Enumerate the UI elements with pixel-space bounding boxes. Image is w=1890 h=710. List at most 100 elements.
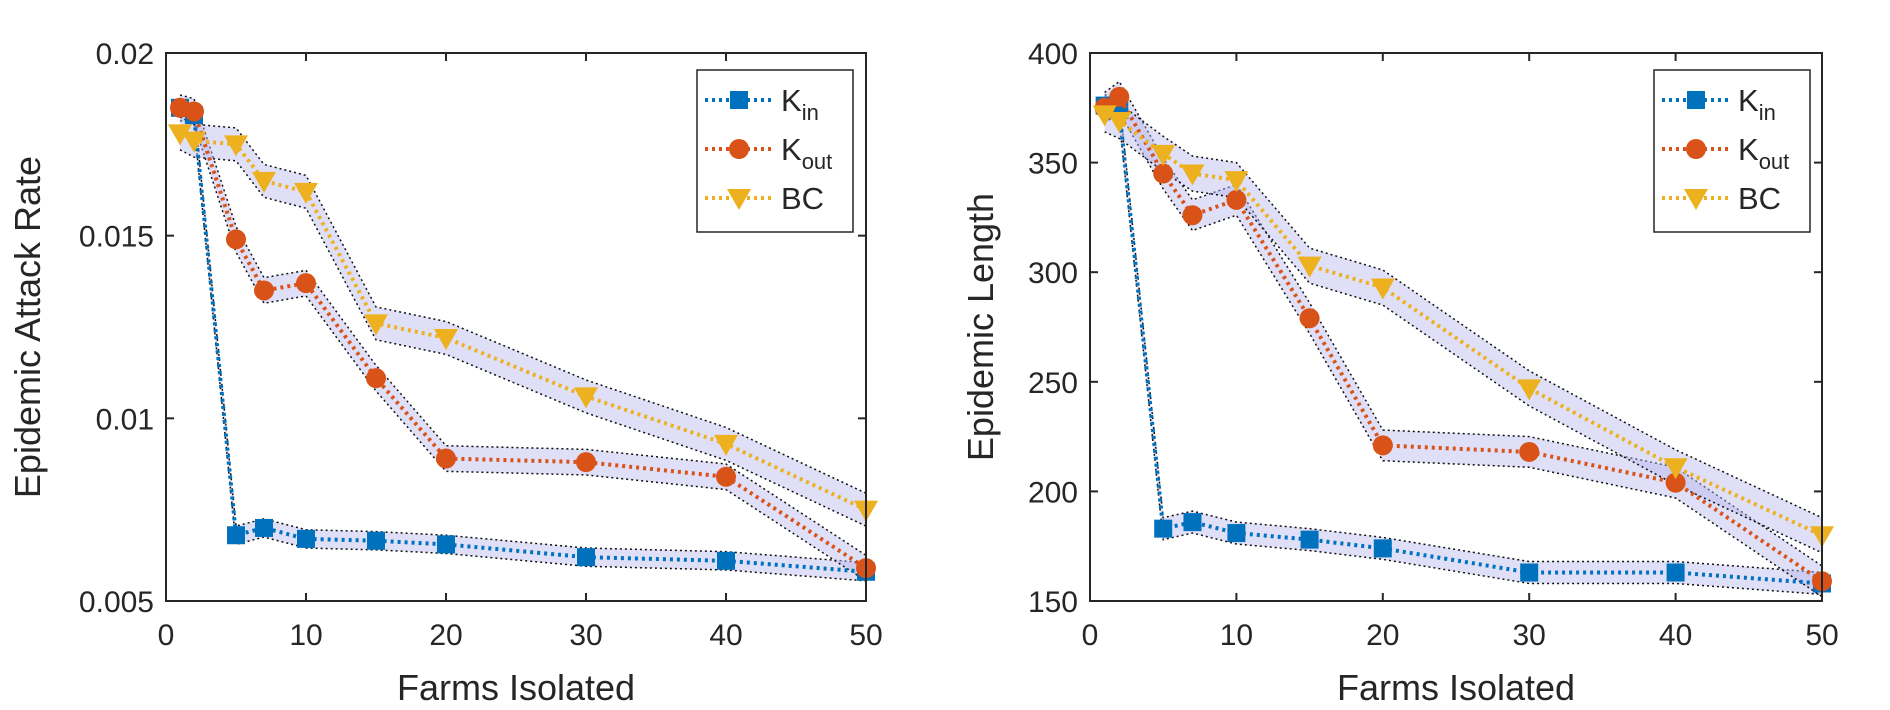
chart-1-legend-box bbox=[1653, 69, 1811, 233]
chart-0-legend-box bbox=[696, 69, 854, 233]
chart-0-point-s0-5 bbox=[367, 531, 385, 550]
chart-1-point-s1-6 bbox=[1372, 435, 1393, 456]
chart-1-band-lower-2 bbox=[1104, 131, 1823, 554]
chart-1-band-2 bbox=[1104, 96, 1822, 553]
chart-1-point-s0-8 bbox=[1666, 563, 1685, 582]
chart-1-point-s0-2 bbox=[1154, 519, 1173, 538]
chart-1-legend-marker-2 bbox=[1684, 189, 1708, 210]
chart-0-xtick-label-5: 50 bbox=[849, 619, 882, 652]
chart-0-point-s0-3 bbox=[255, 518, 273, 537]
chart-0-point-s0-8 bbox=[717, 551, 735, 570]
chart-1-point-s2-6 bbox=[1370, 278, 1395, 300]
chart-1-band-upper-0 bbox=[1104, 93, 1823, 574]
chart-0-point-s2-8 bbox=[714, 434, 738, 456]
chart-0-x-axis-label: Farms Isolated bbox=[397, 667, 635, 708]
chart-0-point-s2-2 bbox=[224, 135, 248, 157]
chart-0-ytick-label-2: 0.015 bbox=[79, 221, 154, 254]
chart-1-x-axis-label: Farms Isolated bbox=[1337, 667, 1575, 708]
chart-0-point-s2-7 bbox=[574, 387, 598, 409]
chart-1-ytick-label-5: 400 bbox=[1028, 38, 1078, 71]
chart-1-y-axis-label: Epidemic Length bbox=[960, 193, 1001, 461]
chart-0-point-s2-6 bbox=[434, 328, 458, 350]
chart-1-point-s0-5 bbox=[1300, 530, 1319, 549]
chart-0-legend-marker-0 bbox=[730, 91, 748, 109]
chart-0-band-lower-2 bbox=[179, 149, 867, 527]
chart-1-point-s0-7 bbox=[1520, 563, 1539, 582]
chart-0-xtick-label-1: 10 bbox=[289, 619, 322, 652]
chart-1-band-upper-1 bbox=[1104, 80, 1823, 567]
chart-0-point-s2-4 bbox=[294, 182, 318, 204]
chart-0-band-lower-1 bbox=[179, 119, 867, 582]
chart-0-legend-subscript-1: out bbox=[802, 149, 833, 174]
chart-1-point-s2-8 bbox=[1663, 458, 1688, 480]
chart-0-axes-box bbox=[165, 52, 867, 602]
chart-1-point-s0-6 bbox=[1373, 539, 1392, 558]
chart-0-point-s2-0 bbox=[168, 124, 192, 146]
chart-0-point-s1-3 bbox=[254, 280, 274, 301]
chart-1-ytick-label-3: 300 bbox=[1028, 257, 1078, 290]
chart-1-ytick-label-4: 350 bbox=[1028, 148, 1078, 181]
chart-1-series-line-1 bbox=[1103, 93, 1824, 583]
chart-1-legend-marker-1 bbox=[1686, 139, 1706, 159]
chart-0-ytick-label-1: 0.01 bbox=[96, 403, 154, 436]
chart-0-ytick-label-0: 0.005 bbox=[79, 586, 154, 619]
chart-0-point-s1-7 bbox=[576, 452, 596, 473]
chart-0-point-s2-1 bbox=[182, 131, 206, 153]
chart-0-point-s0-7 bbox=[577, 548, 595, 567]
chart-0-point-s2-3 bbox=[252, 171, 276, 193]
chart-1-band-lower-0 bbox=[1104, 115, 1823, 596]
chart-1-point-s2-0 bbox=[1092, 105, 1117, 127]
chart-0-legend-marker-2 bbox=[727, 189, 751, 210]
chart-1-band-upper-2 bbox=[1104, 96, 1823, 519]
chart-0-point-s1-6 bbox=[436, 448, 456, 469]
chart-1-xtick-label-1: 10 bbox=[1220, 619, 1253, 652]
chart-1-legend-marker-0 bbox=[1687, 91, 1705, 109]
chart-0-xtick-label-4: 40 bbox=[709, 619, 742, 652]
chart-1-point-s1-5 bbox=[1299, 308, 1320, 329]
chart-0-ytick-label-3: 0.02 bbox=[96, 38, 154, 71]
chart-1-point-s2-2 bbox=[1151, 144, 1176, 166]
chart-1-xtick-label-5: 50 bbox=[1805, 619, 1838, 652]
chart-0-band-upper-2 bbox=[179, 116, 867, 494]
chart-1-band-lower-1 bbox=[1104, 111, 1823, 598]
chart-1-point-s2-1 bbox=[1107, 111, 1132, 133]
chart-1-ytick-label-1: 200 bbox=[1028, 476, 1078, 509]
chart-0-point-s1-2 bbox=[226, 229, 246, 250]
attack-rate-chart: 0 10 20 30 40 50 0.005 0.01 0.015 0.02 Farms Isola… bbox=[7, 38, 883, 708]
chart-1-series-line-2 bbox=[1103, 112, 1823, 538]
chart-1-point-s1-7 bbox=[1519, 441, 1540, 462]
chart-1-point-s0-4 bbox=[1227, 524, 1246, 543]
chart-1-legend-subscript-1: out bbox=[1759, 149, 1790, 174]
chart-0-band-upper-1 bbox=[179, 94, 867, 556]
chart-1-point-s1-8 bbox=[1665, 472, 1686, 493]
chart-1-legend-label-2: BC bbox=[1738, 181, 1781, 216]
chart-0-point-s0-6 bbox=[437, 535, 455, 554]
chart-0-series-line-2 bbox=[179, 131, 867, 512]
chart-1-xtick-label-4: 40 bbox=[1659, 619, 1692, 652]
chart-0-band-lower-0 bbox=[179, 116, 867, 582]
chart-0-band-2 bbox=[180, 116, 866, 527]
chart-0-series-line-0 bbox=[179, 106, 867, 574]
chart-0-xtick-label-3: 30 bbox=[569, 619, 602, 652]
chart-1-axes-box bbox=[1089, 52, 1823, 602]
chart-0-xtick-label-0: 0 bbox=[158, 619, 175, 652]
chart-1-legend-subscript-0: in bbox=[1759, 100, 1776, 125]
chart-0-point-s1-8 bbox=[716, 466, 736, 487]
chart-1-point-s1-4 bbox=[1226, 189, 1247, 210]
chart-0-point-s0-2 bbox=[227, 526, 245, 545]
chart-0-band-1 bbox=[180, 95, 866, 581]
chart-0-point-s0-4 bbox=[297, 529, 315, 548]
chart-1-point-s1-3 bbox=[1182, 205, 1203, 226]
chart-0-legend-label-2: BC bbox=[781, 181, 824, 216]
chart-1-point-s1-1 bbox=[1109, 86, 1130, 107]
chart-1-ytick-label-2: 250 bbox=[1028, 367, 1078, 400]
chart-0-xtick-label-2: 20 bbox=[429, 619, 462, 652]
chart-1-series-line-0 bbox=[1104, 103, 1823, 586]
chart-1-point-s2-7 bbox=[1517, 379, 1542, 401]
chart-1-xtick-label-0: 0 bbox=[1082, 619, 1099, 652]
chart-1-xtick-label-2: 20 bbox=[1366, 619, 1399, 652]
chart-1-ytick-label-0: 150 bbox=[1028, 586, 1078, 619]
